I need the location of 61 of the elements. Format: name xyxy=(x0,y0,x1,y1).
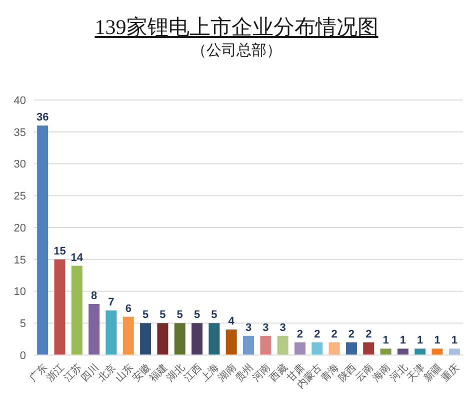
y-tick-label: 40 xyxy=(14,94,26,107)
data-label: 2 xyxy=(366,328,372,340)
bar xyxy=(37,126,48,355)
data-label: 1 xyxy=(400,334,406,347)
data-label: 3 xyxy=(262,322,269,334)
bar xyxy=(106,310,117,355)
y-tick-label: 15 xyxy=(14,254,26,266)
y-tick-label: 20 xyxy=(14,222,26,234)
data-label: 1 xyxy=(451,334,458,347)
data-label: 14 xyxy=(70,252,84,264)
chart-title: 139家锂电上市企业分布情况图 xyxy=(94,14,380,40)
data-label: 4 xyxy=(228,316,236,328)
bar xyxy=(432,348,443,355)
bar xyxy=(208,323,220,355)
bar xyxy=(71,266,82,355)
bar xyxy=(277,336,288,355)
data-label: 8 xyxy=(91,290,98,302)
bar xyxy=(363,342,374,355)
bar xyxy=(312,342,323,355)
bar xyxy=(414,348,426,355)
y-tick-label: 0 xyxy=(20,350,26,362)
data-label: 36 xyxy=(36,112,49,124)
bar xyxy=(122,316,134,355)
bar xyxy=(54,259,66,355)
bar xyxy=(397,348,408,355)
data-label: 3 xyxy=(245,322,252,334)
bar xyxy=(260,336,272,355)
data-label: 2 xyxy=(348,328,355,340)
data-label: 5 xyxy=(160,309,166,322)
bar xyxy=(328,342,340,355)
data-label: 5 xyxy=(176,309,183,322)
data-label: 1 xyxy=(417,334,424,347)
data-label: 15 xyxy=(54,245,66,258)
data-label: 2 xyxy=(314,328,320,340)
y-tick-label: 25 xyxy=(14,190,26,203)
y-tick-label: 30 xyxy=(14,158,26,171)
y-tick-label: 35 xyxy=(14,126,26,139)
y-tick-label: 10 xyxy=(14,286,26,298)
bar xyxy=(140,323,152,355)
data-label: 1 xyxy=(434,334,440,347)
data-label: 5 xyxy=(194,309,200,322)
bar xyxy=(380,348,392,355)
bar xyxy=(346,342,357,355)
bar xyxy=(226,330,237,355)
y-tick-label: 5 xyxy=(20,318,26,330)
bar xyxy=(157,323,168,355)
bar xyxy=(448,348,460,355)
data-label: 2 xyxy=(296,328,304,340)
chart-subtitle: （公司总部） xyxy=(190,42,282,61)
bar xyxy=(88,304,100,355)
data-label: 6 xyxy=(125,302,132,315)
bar xyxy=(174,323,186,355)
data-label: 2 xyxy=(331,328,338,340)
bar xyxy=(294,342,306,355)
data-label: 5 xyxy=(211,309,218,322)
bar xyxy=(243,336,254,355)
bar xyxy=(192,323,203,355)
data-label: 3 xyxy=(280,322,286,334)
data-label: 1 xyxy=(382,334,389,347)
data-label: 5 xyxy=(142,309,149,322)
data-label: 7 xyxy=(108,296,114,308)
